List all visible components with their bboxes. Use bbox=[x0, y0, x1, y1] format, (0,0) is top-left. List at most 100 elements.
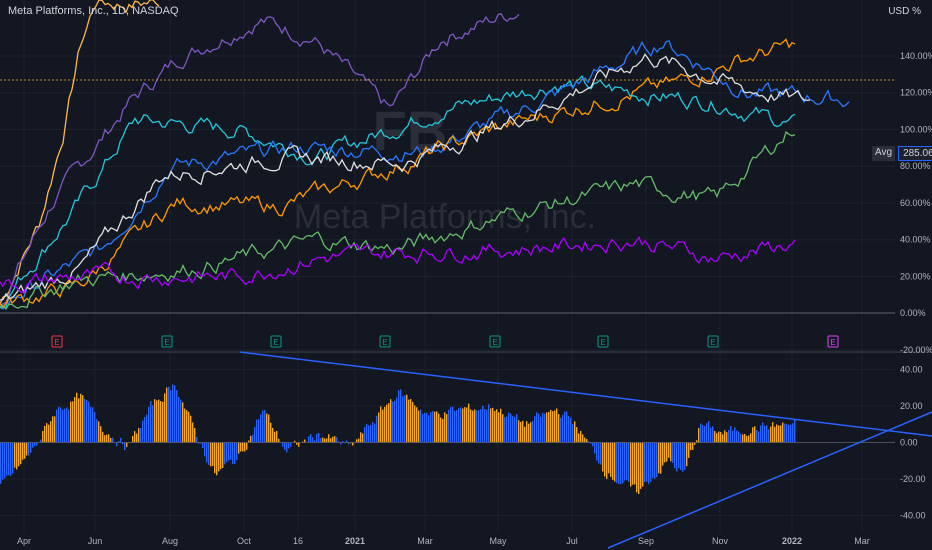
price-series bbox=[0, 0, 850, 311]
oscillator-bar bbox=[788, 424, 790, 443]
avg-value: 285.06 bbox=[898, 146, 932, 161]
oscillator-bar bbox=[226, 442, 228, 463]
oscillator-bar bbox=[590, 442, 592, 444]
oscillator-bar bbox=[706, 423, 708, 443]
oscillator-bar bbox=[62, 409, 64, 443]
oscillator-bar bbox=[588, 441, 590, 443]
oscillator-bar bbox=[102, 431, 104, 443]
time-scale-tick: Mar bbox=[417, 536, 433, 546]
oscillator-bar bbox=[234, 442, 236, 465]
oscillator-bar bbox=[2, 442, 4, 480]
oscillator-bar bbox=[638, 442, 640, 495]
symbol-title[interactable]: Meta Platforms, Inc., 1D, NASDAQ bbox=[8, 5, 179, 17]
time-scale-tick: Oct bbox=[237, 536, 252, 546]
avg-badge: Avg 285.06 bbox=[872, 146, 932, 161]
oscillator-bar bbox=[384, 406, 386, 443]
trendline-1[interactable] bbox=[607, 411, 932, 549]
oscillator-bar bbox=[596, 442, 598, 461]
oscillator-bar bbox=[536, 412, 538, 443]
oscillator-bar bbox=[346, 440, 348, 443]
oscillator-bar bbox=[240, 442, 242, 452]
oscillator-bar bbox=[490, 408, 492, 443]
trendlines[interactable] bbox=[239, 351, 932, 549]
oscillator-bar bbox=[770, 426, 772, 443]
price-scale-tick: 80.00% bbox=[900, 161, 931, 171]
oscillator-bar bbox=[792, 423, 794, 443]
oscillator-bar bbox=[250, 435, 252, 443]
oscillator-bar bbox=[290, 442, 292, 447]
time-scale[interactable]: Apr Jun Aug Oct 16 2021 Mar May Jul Sep Nov 2022 Mar bbox=[17, 536, 870, 546]
earnings-marker[interactable]: E bbox=[489, 335, 501, 348]
oscillator-bar bbox=[568, 416, 570, 443]
oscillator-bar bbox=[524, 426, 526, 443]
oscillator-bar bbox=[522, 420, 524, 443]
oscillator-bar bbox=[712, 426, 714, 443]
avg-label: Avg bbox=[872, 146, 896, 161]
oscillator-bar bbox=[688, 442, 690, 458]
oscillator-bar bbox=[78, 398, 80, 443]
oscillator-bar bbox=[598, 442, 600, 464]
oscillator-bar bbox=[96, 419, 98, 443]
earnings-marker[interactable]: E bbox=[270, 335, 282, 348]
oscillator-bar bbox=[318, 432, 320, 443]
earnings-marker[interactable]: E bbox=[707, 335, 719, 348]
earnings-marker-label: E bbox=[492, 338, 497, 347]
scale-unit-label[interactable]: USD % bbox=[885, 5, 924, 18]
oscillator-bar bbox=[774, 426, 776, 443]
oscillator-bar bbox=[562, 414, 564, 443]
oscillator-bar bbox=[418, 410, 420, 443]
oscillator-bar bbox=[686, 442, 688, 467]
oscillator-bar bbox=[364, 426, 366, 443]
oscillator-bar bbox=[124, 442, 126, 451]
oscillator-bar bbox=[126, 442, 128, 448]
price-scale[interactable]: 140.00% 120.00% 100.00% 80.00% 60.00% 40.00% 2… bbox=[900, 51, 932, 355]
oscillator-bar bbox=[550, 409, 552, 443]
oscillator-bar bbox=[112, 437, 114, 443]
oscillator-bar bbox=[6, 442, 8, 476]
oscillator-bar bbox=[350, 442, 352, 444]
oscillator-bar bbox=[406, 394, 408, 443]
trendline-0[interactable] bbox=[239, 351, 932, 437]
oscillator-bar bbox=[540, 416, 542, 443]
oscillator-bar bbox=[538, 413, 540, 443]
oscillator-bar bbox=[336, 437, 338, 443]
oscillator-bar bbox=[626, 442, 628, 481]
oscillator-bar bbox=[58, 406, 60, 443]
oscillator-bar bbox=[468, 403, 470, 443]
oscillator-bar bbox=[480, 409, 482, 443]
earnings-marker[interactable]: E bbox=[827, 335, 839, 348]
oscillator-bar bbox=[556, 408, 558, 443]
oscillator-scale[interactable]: 40.00 20.00 0.00 -20.00 -40.00 bbox=[900, 365, 926, 521]
oscillator-bar bbox=[772, 422, 774, 443]
earnings-marker[interactable]: E bbox=[51, 335, 63, 348]
price-scale-tick: 20.00% bbox=[900, 271, 931, 281]
earnings-marker[interactable]: E bbox=[379, 335, 391, 348]
oscillator-bar bbox=[52, 416, 54, 443]
oscillator-bar bbox=[460, 407, 462, 443]
oscillator-bar bbox=[32, 442, 34, 448]
earnings-marker-label: E bbox=[830, 338, 835, 347]
earnings-marker[interactable]: E bbox=[597, 335, 609, 348]
oscillator-bar bbox=[648, 442, 650, 485]
oscillator-bar bbox=[606, 442, 608, 480]
earnings-marker[interactable]: E bbox=[161, 335, 173, 348]
oscillator-bar bbox=[412, 401, 414, 443]
oscillator-bar bbox=[700, 423, 702, 443]
oscillator-bar bbox=[362, 433, 364, 443]
oscillator-bar bbox=[618, 442, 620, 485]
oscillator-bar bbox=[244, 442, 246, 452]
oscillator-bar bbox=[390, 399, 392, 443]
oscillator-bar bbox=[310, 434, 312, 443]
oscillator-bar bbox=[382, 409, 384, 443]
oscillator-bar bbox=[90, 406, 92, 443]
oscillator-scale-tick: -40.00 bbox=[900, 510, 926, 520]
oscillator-bar bbox=[694, 442, 696, 445]
oscillator-bar bbox=[314, 440, 316, 443]
oscillator-bar bbox=[14, 442, 16, 468]
oscillator-bar bbox=[188, 411, 190, 443]
oscillator-bar bbox=[392, 401, 394, 443]
oscillator-bar bbox=[368, 425, 370, 443]
oscillator-bar bbox=[186, 410, 188, 443]
